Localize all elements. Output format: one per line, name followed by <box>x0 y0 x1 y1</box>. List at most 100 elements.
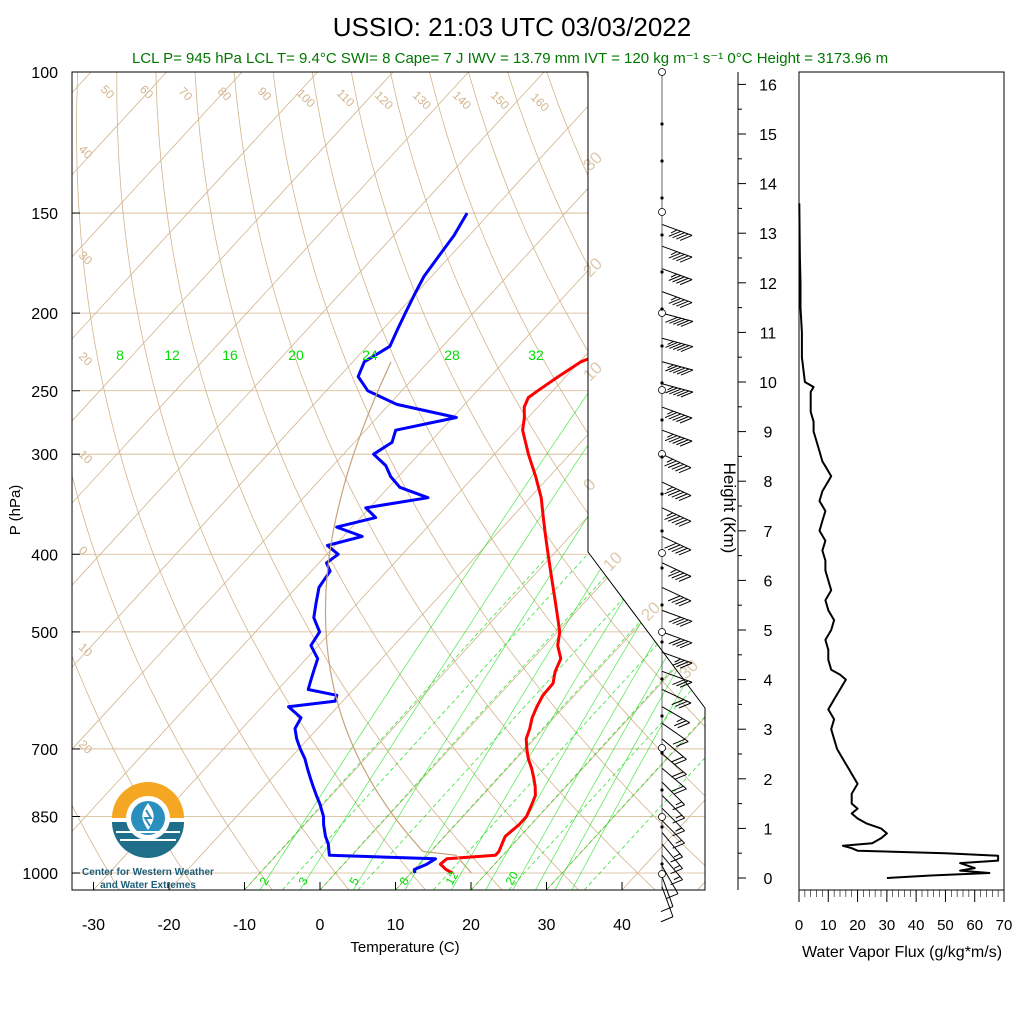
moist-adiabat <box>357 554 664 890</box>
wind-barb-feather <box>668 616 681 623</box>
wind-barb <box>661 832 683 858</box>
isotherm-label: 10 <box>76 640 96 660</box>
wind-barb <box>661 820 685 844</box>
wind-barb-feather <box>670 251 678 256</box>
wind-barb-feather <box>676 300 689 307</box>
dry-adiabat <box>546 72 705 890</box>
wind-barb-feather <box>672 830 685 837</box>
barb-dot <box>660 677 664 681</box>
wind-barb <box>661 361 694 371</box>
dry-adiabat <box>624 72 705 890</box>
wind-barb-feather <box>676 741 689 747</box>
wind-barb-feather <box>672 618 685 625</box>
series-line-dewpoint <box>287 212 469 874</box>
isotherm <box>72 72 394 890</box>
wind-barb-feather <box>667 490 681 496</box>
height-tick-label: 14 <box>759 177 777 194</box>
wind-barb-feather <box>678 467 692 474</box>
dry-adiabat <box>72 72 197 890</box>
height-tick-label: 13 <box>759 226 777 243</box>
flux-line <box>798 203 1000 879</box>
chart-title: USSIO: 21:03 UTC 03/03/2022 <box>333 12 691 42</box>
skew-t-frame <box>71 71 706 891</box>
wind-barb <box>661 795 685 819</box>
barb-dot <box>660 196 664 200</box>
wind-barb-feather <box>676 661 689 668</box>
wind-barb-feather <box>668 297 681 304</box>
wind-barb-feather <box>676 390 690 397</box>
wind-barb-feather <box>667 410 674 415</box>
wind-barb-feather <box>668 252 681 259</box>
wind-barb-feather <box>676 680 689 687</box>
isotherm-label: 20 <box>76 349 96 369</box>
wind-barb-feather <box>671 572 684 579</box>
isotherm-label: 20 <box>579 254 606 281</box>
flux-x-tick-label: 10 <box>820 917 837 934</box>
wind-barb <box>661 854 683 881</box>
wind-barb-feather <box>671 546 684 553</box>
wind-barb-feather <box>673 876 681 881</box>
mixing-ratio-label: 8 <box>396 874 412 887</box>
wind-barb <box>661 223 693 236</box>
wind-barb-feather <box>669 343 682 349</box>
barb-level-circle <box>658 208 666 216</box>
wind-barb-feather <box>671 597 684 604</box>
height-axis-label: Height (Km) <box>720 463 739 554</box>
wind-barb-feather <box>674 758 687 765</box>
adiabat-label: 160 <box>528 90 552 114</box>
wind-barb-feather <box>671 491 684 498</box>
isotherm-label: 0 <box>579 475 599 495</box>
isotherm-label: 20 <box>637 598 664 625</box>
wind-barb <box>661 706 690 724</box>
height-tick-label: 10 <box>759 375 777 392</box>
barb-dot <box>660 862 664 866</box>
chart-subtitle: LCL P= 945 hPa LCL T= 9.4°C SWI= 8 Cape=… <box>132 50 888 67</box>
mixing-ratio-label: 20 <box>288 347 304 363</box>
wind-barb-feather <box>675 547 688 554</box>
mixing-ratio-line <box>535 361 705 890</box>
wind-barb <box>661 865 679 894</box>
mixing-ratio-line <box>451 361 705 890</box>
height-tick-label: 16 <box>759 77 777 94</box>
barb-dot <box>660 307 664 311</box>
barb-level-circle <box>658 813 666 821</box>
wind-barb-feather <box>665 316 678 323</box>
skew-t-axes: -30 -20 -10 0 10 20 30 401001502002503004005007… <box>22 65 631 934</box>
wind-barb-feather <box>676 345 690 352</box>
y-tick-label: 700 <box>31 742 58 759</box>
wind-barb-feather <box>678 702 692 709</box>
wind-barb-feather <box>678 600 692 607</box>
wind-barb-feather <box>672 414 685 421</box>
height-tick-label: 12 <box>759 276 777 293</box>
wind-barbs <box>658 68 694 923</box>
barb-dot <box>660 788 664 792</box>
wind-barb-feather <box>675 519 688 526</box>
dry-adiabat <box>859 72 1024 890</box>
wind-barb <box>661 767 687 790</box>
isotherm-label: 10 <box>76 447 96 467</box>
wind-barb-feather <box>676 619 689 626</box>
moist-adiabat <box>244 554 550 890</box>
mixing-ratio-line <box>571 361 705 890</box>
wind-barb-feather <box>672 389 686 396</box>
height-tick-label: 5 <box>764 623 773 640</box>
wind-barb-feather <box>668 436 681 443</box>
wind-barb-feather <box>679 662 693 669</box>
wind-barb-feather <box>672 679 685 685</box>
barb-dot <box>660 751 664 755</box>
x-tick-label: 0 <box>316 917 325 934</box>
isotherm <box>697 72 705 890</box>
wind-barb-feather <box>671 699 684 706</box>
wind-barb-feather <box>667 570 681 577</box>
wind-barb-feather <box>680 369 694 376</box>
barb-level-circle <box>658 68 666 76</box>
wind-barb-feather <box>666 486 674 491</box>
isotherm <box>319 72 705 890</box>
y-tick-label: 100 <box>31 65 58 82</box>
dry-adiabat <box>663 72 705 890</box>
mixing-ratio-label: 12 <box>164 347 180 363</box>
wind-barb-feather <box>660 906 674 913</box>
flux-x-tick-label: 40 <box>908 917 925 934</box>
wind-barb-feather <box>672 804 685 811</box>
wind-barb-feather <box>673 865 681 869</box>
